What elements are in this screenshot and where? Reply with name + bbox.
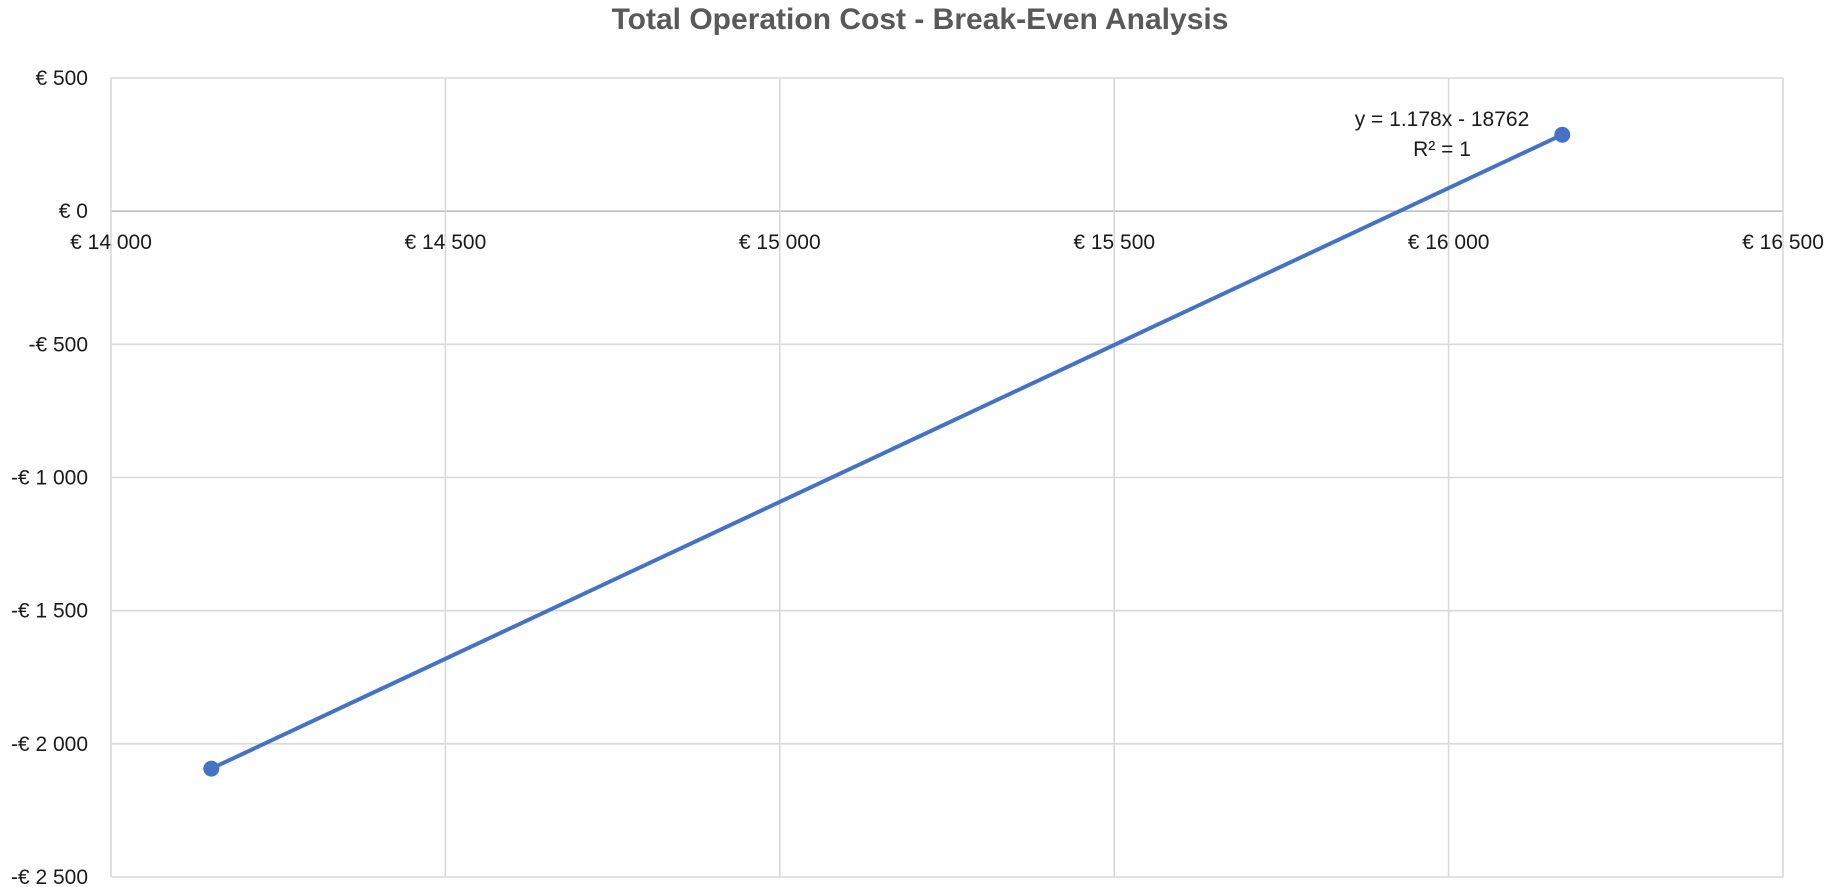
data-point-marker <box>1554 126 1571 143</box>
y-tick-label: -€ 2 500 <box>11 866 88 887</box>
trendline-equation: y = 1.178x - 18762 <box>1355 108 1530 131</box>
gridlines <box>110 77 1784 878</box>
y-tick-label: -€ 1 000 <box>11 467 88 490</box>
x-tick-label: € 16 500 <box>1742 231 1824 254</box>
trendline-r-squared: R² = 1 <box>1413 138 1471 161</box>
x-tick-label: € 14 000 <box>70 231 152 254</box>
series-line <box>209 132 1565 771</box>
x-axis-labels: € 14 000 € 14 500 € 15 000 € 15 500 € 16 000… <box>70 231 1824 254</box>
x-tick-label: € 15 500 <box>1073 231 1155 254</box>
series-layer <box>203 126 1571 777</box>
y-tick-label: € 500 <box>35 67 88 90</box>
y-tick-label: -€ 1 500 <box>11 600 88 623</box>
y-axis-labels: € 500 € 0 -€ 500 -€ 1 000 -€ 1 500 -€ 2 000 -€… <box>11 67 88 887</box>
chart-title: Total Operation Cost - Break-Even Analys… <box>612 3 1229 36</box>
data-point-marker <box>203 760 220 777</box>
y-tick-label: -€ 2 000 <box>11 733 88 756</box>
y-tick-label: € 0 <box>59 200 88 223</box>
x-tick-label: € 14 500 <box>405 231 487 254</box>
x-tick-label: € 16 000 <box>1408 231 1490 254</box>
x-tick-label: € 15 000 <box>739 231 821 254</box>
y-tick-label: -€ 500 <box>28 333 88 356</box>
